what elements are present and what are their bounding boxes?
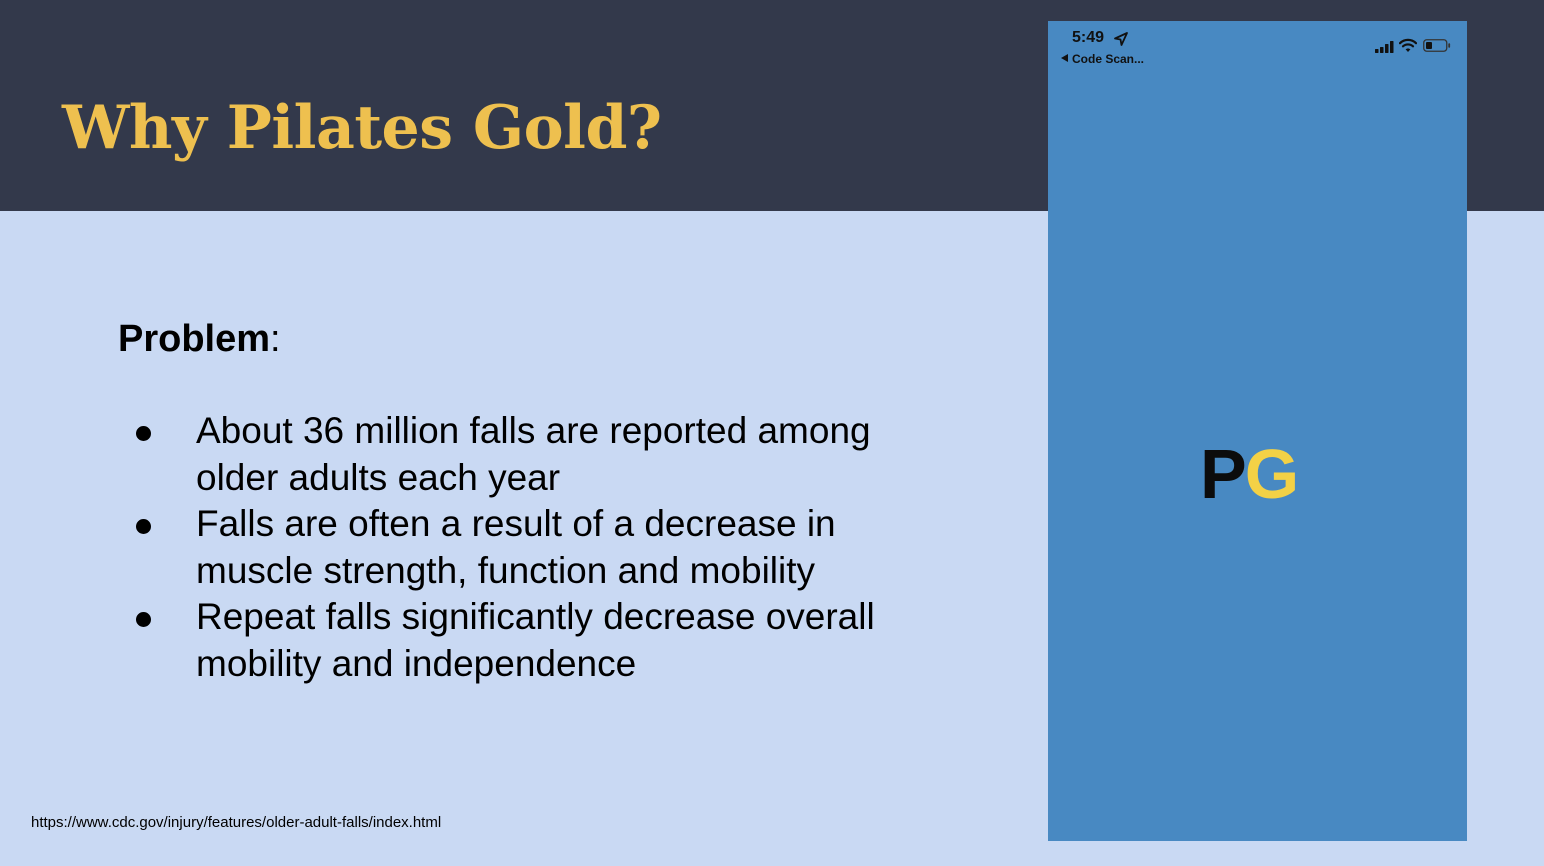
- bullet-text: About 36 million falls are reported amon…: [196, 410, 871, 498]
- bullet-item: Falls are often a result of a decrease i…: [134, 501, 954, 594]
- bullet-item: About 36 million falls are reported amon…: [134, 408, 954, 501]
- bullet-item: Repeat falls significantly decrease over…: [134, 594, 954, 687]
- signal-bars-icon: [1375, 41, 1394, 53]
- wifi-icon: [1399, 38, 1417, 52]
- bullet-text: Repeat falls significantly decrease over…: [196, 596, 875, 684]
- problem-label: Problem: [118, 318, 271, 360]
- source-url: https://www.cdc.gov/injury/features/olde…: [31, 814, 442, 831]
- problem-colon: :: [270, 318, 281, 360]
- bullet-icon: [136, 612, 151, 627]
- location-arrow-icon: [1114, 32, 1128, 46]
- phone-screenshot: 5:49 Code Scan... PG: [1048, 21, 1467, 841]
- app-logo: PG: [1200, 434, 1299, 514]
- bullet-text: Falls are often a result of a decrease i…: [196, 503, 836, 591]
- back-to-app-label: Code Scan...: [1072, 52, 1145, 66]
- back-to-app-button[interactable]: Code Scan...: [1061, 52, 1144, 66]
- slide-title: Why Pilates Gold?: [62, 93, 662, 163]
- bullet-icon: [136, 519, 151, 534]
- battery-icon: [1423, 39, 1451, 52]
- bullet-icon: [136, 426, 151, 441]
- logo-letter-p: P: [1200, 435, 1247, 513]
- logo-letter-g: G: [1244, 435, 1299, 513]
- problem-bullet-list: About 36 million falls are reported amon…: [134, 408, 954, 687]
- problem-heading: Problem:: [118, 316, 281, 362]
- status-time: 5:49: [1072, 29, 1105, 46]
- back-arrow-icon: [1061, 54, 1068, 62]
